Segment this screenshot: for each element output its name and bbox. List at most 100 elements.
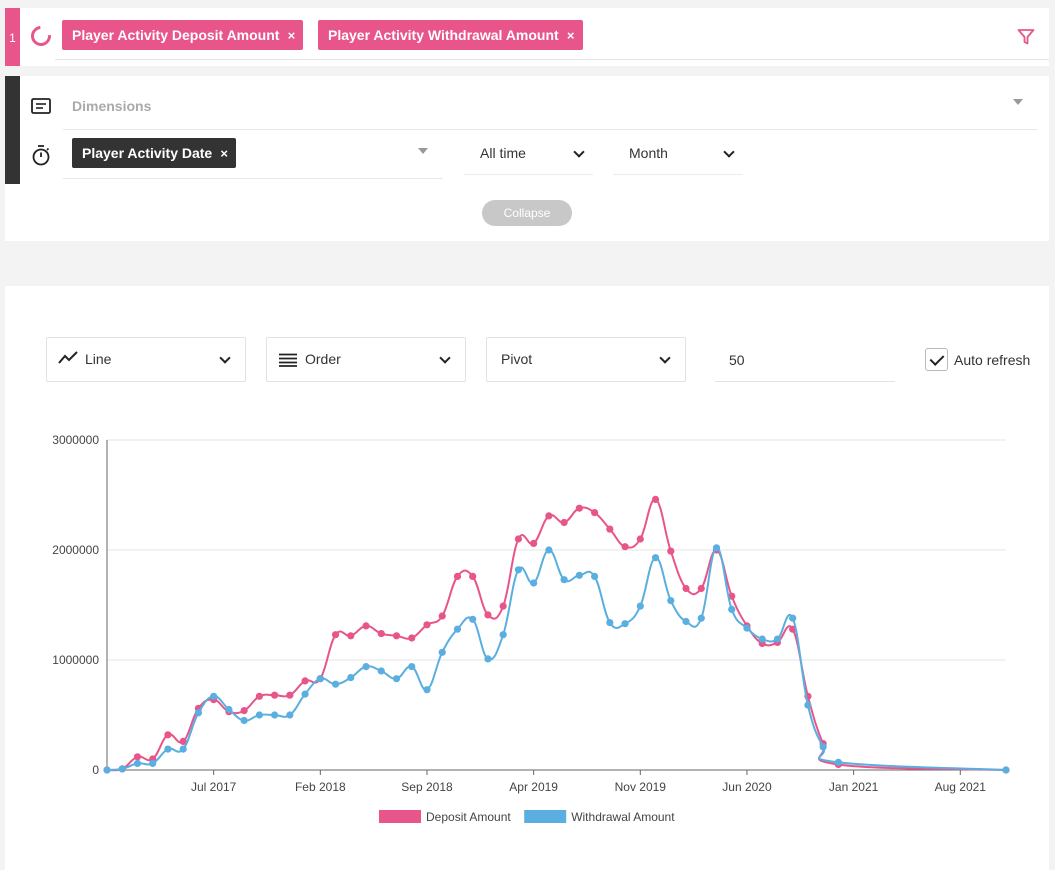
chart-panel: 0 1000000 2000000 3000000 Jul 2017 Feb 2018 Se… [5,286,1049,870]
data-point [331,631,340,639]
order-label: Order [305,351,341,367]
data-point [408,663,416,671]
date-range-select[interactable]: All time [464,131,593,175]
data-point [255,711,263,719]
caret-down-icon[interactable] [1013,99,1023,105]
measures-underline [55,59,1049,60]
data-point [392,675,401,683]
data-point [286,711,294,719]
data-point [560,518,568,527]
x-tick-label: Jan 2021 [829,780,879,794]
data-point [636,602,644,610]
x-tick-label: Aug 2021 [935,780,987,794]
data-point [621,543,629,551]
x-tick-label: Sep 2018 [401,780,453,794]
legend-label: Withdrawal Amount [571,810,675,824]
data-point [347,674,355,682]
time-dimension-underline [63,178,443,179]
collapse-button[interactable]: Collapse [482,200,572,226]
chevron-down-icon [439,352,451,364]
data-point [347,632,355,640]
data-point [408,634,416,642]
chart-type-select[interactable]: Line [46,337,246,382]
data-point [682,617,690,626]
order-select[interactable]: Order [266,337,466,382]
granularity-select[interactable]: Month [613,131,743,175]
data-point [545,546,553,554]
data-point [271,691,279,699]
legend-swatch [524,810,567,823]
x-tick-label: Jul 2017 [191,780,237,794]
dimensions-input[interactable]: Dimensions [72,98,152,114]
dimensions-bar [5,76,20,184]
measure-chip-label: Player Activity Deposit Amount [72,27,280,43]
data-point [682,584,690,593]
x-tick-label: Apr 2019 [509,780,558,794]
query-index: 1 [5,8,20,66]
data-point [484,611,492,619]
measure-chip-withdrawal[interactable]: Player Activity Withdrawal Amount × [318,20,583,50]
data-point [133,753,142,761]
data-point [118,765,126,773]
data-point [438,612,446,620]
data-point [423,621,431,629]
data-point [103,766,111,774]
data-point [499,602,507,610]
data-point [331,680,340,688]
remove-icon[interactable]: × [566,28,575,43]
data-point [651,495,660,503]
dimensions-panel: Dimensions Player Activity Date × All tim… [5,76,1049,241]
data-point [438,648,446,656]
limit-input[interactable]: 50 [715,338,895,382]
data-point [179,737,187,745]
time-dimension-label: Player Activity Date [82,145,213,161]
y-tick-label: 2000000 [52,543,99,557]
data-point [301,677,309,685]
stopwatch-icon [32,145,50,166]
measure-chip-label: Player Activity Withdrawal Amount [328,27,559,43]
pivot-select[interactable]: Pivot [486,337,686,382]
data-point [819,743,827,751]
caret-down-icon[interactable] [418,148,428,154]
x-tick-label: Jun 2020 [722,780,772,794]
data-point [1002,766,1010,774]
series-line [106,498,1007,772]
measures-bar: 1 Player Activity Deposit Amount × Player… [5,8,1049,66]
data-point [575,504,583,512]
data-point [667,547,675,555]
data-point [697,614,705,622]
data-point [469,615,477,623]
filter-icon[interactable] [1017,28,1035,46]
remove-icon[interactable]: × [220,146,229,161]
data-point [316,675,324,683]
y-tick-label: 3000000 [52,433,99,447]
data-point [392,632,401,640]
chevron-down-icon [219,352,231,364]
chart-type-value: Line [85,351,112,367]
time-dimension-chip[interactable]: Player Activity Date × [72,138,237,168]
data-point [301,690,309,698]
measure-chip-deposit[interactable]: Player Activity Deposit Amount × [62,20,304,50]
data-point [514,566,523,574]
data-point [377,667,385,675]
data-point [606,525,614,533]
data-point [651,554,660,562]
line-chart: 0 1000000 2000000 3000000 Jul 2017 Feb 2018 Se… [52,433,1010,824]
remove-icon[interactable]: × [287,28,296,43]
auto-refresh-checkbox[interactable] [925,348,948,371]
dimensions-icon [31,98,51,114]
data-point [453,625,462,633]
data-point [636,535,644,543]
data-point [834,758,842,766]
data-point [530,579,538,587]
data-point [271,711,279,719]
data-point [377,630,385,638]
data-point [133,759,142,767]
series-line [106,546,1007,771]
data-point [423,686,431,694]
y-tick-label: 1000000 [52,653,99,667]
data-point [743,624,751,632]
data-point [514,535,523,543]
data-point [469,572,477,580]
data-point [560,576,568,584]
